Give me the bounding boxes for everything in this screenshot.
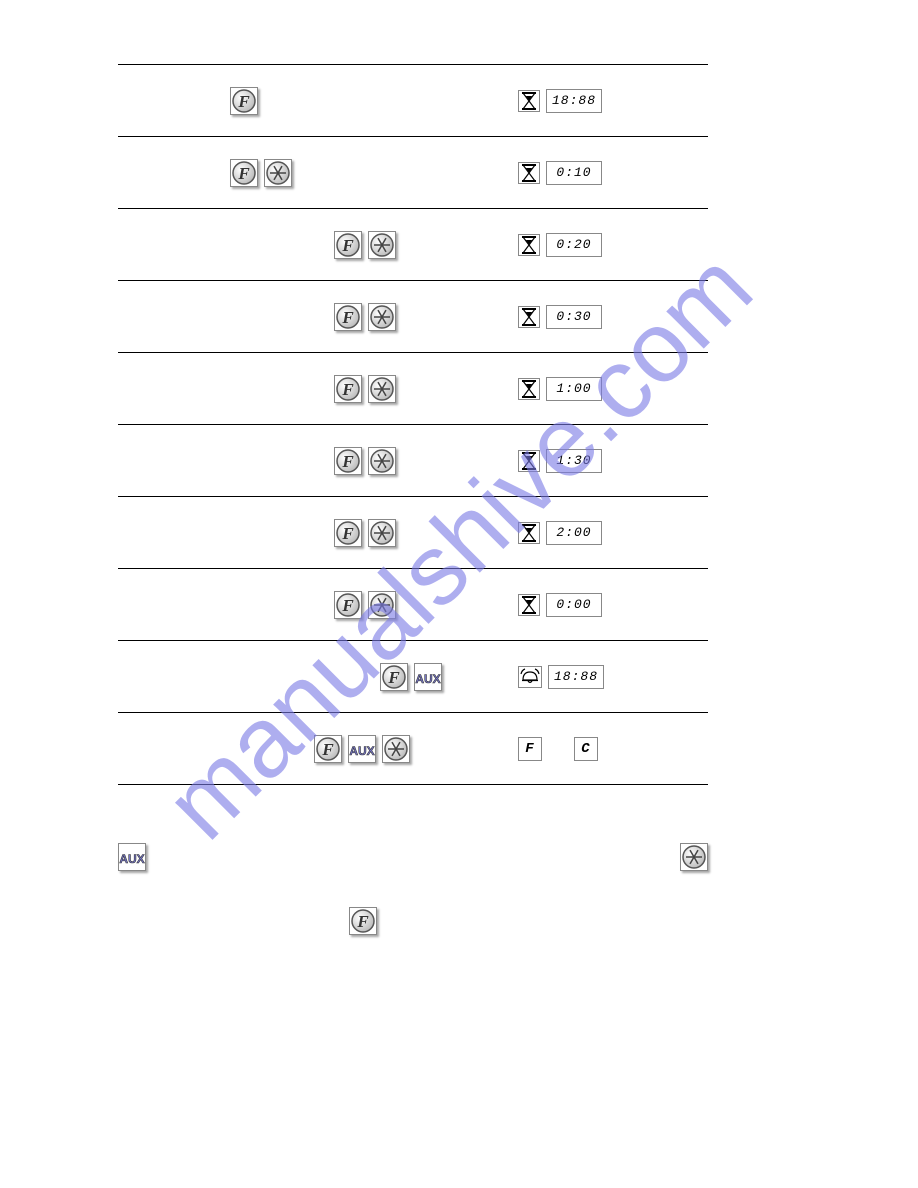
display-cell: 18:88 <box>498 641 708 713</box>
hourglass-icon <box>518 306 540 328</box>
press-cell: F <box>118 65 498 137</box>
display-char: F <box>518 737 542 761</box>
display-value: 1:30 <box>546 449 602 473</box>
table-row: F 18:88 <box>118 65 708 137</box>
press-cell: F <box>118 281 498 353</box>
f-icon: F <box>334 519 362 547</box>
display-value: 18:88 <box>546 89 602 113</box>
f-icon: F <box>380 663 408 691</box>
hourglass-icon <box>518 522 540 544</box>
svg-text:F: F <box>321 740 334 759</box>
settings-table: F 18:88 F 0:10 F 0:20 F 0:30 F 1:00 F 1:30 F 2:00 F 0:0… <box>118 64 708 785</box>
press-cell: F <box>118 353 498 425</box>
table-row: F 2:00 <box>118 497 708 569</box>
bell-icon <box>518 666 542 688</box>
press-cell: F <box>118 425 498 497</box>
snowflake-icon <box>368 519 396 547</box>
svg-text:F: F <box>341 524 354 543</box>
table-row: F 0:30 <box>118 281 708 353</box>
svg-text:F: F <box>356 912 369 931</box>
snowflake-icon <box>680 843 708 871</box>
svg-text:F: F <box>237 92 250 111</box>
display-value: 0:00 <box>546 593 602 617</box>
display-cell: 0:30 <box>498 281 708 353</box>
f-icon: F <box>314 735 342 763</box>
after-text-block: AUX F <box>118 843 708 935</box>
press-cell: F <box>118 209 498 281</box>
svg-text:F: F <box>341 452 354 471</box>
page-content: F 18:88 F 0:10 F 0:20 F 0:30 F 1:00 F 1:30 F 2:00 F 0:0… <box>0 0 918 935</box>
snowflake-icon <box>264 159 292 187</box>
hourglass-icon <box>518 594 540 616</box>
display-value: 0:30 <box>546 305 602 329</box>
display-cell: FC <box>498 713 708 785</box>
hourglass-icon <box>518 378 540 400</box>
aux-icon: AUX <box>348 735 376 763</box>
svg-text:F: F <box>341 236 354 255</box>
display-value: 18:88 <box>548 665 604 689</box>
snowflake-icon <box>368 231 396 259</box>
f-icon: F <box>230 159 258 187</box>
f-icon: F <box>334 231 362 259</box>
display-char: C <box>574 737 598 761</box>
display-cell: 0:10 <box>498 137 708 209</box>
svg-text:AUX: AUX <box>349 744 374 758</box>
snowflake-icon <box>382 735 410 763</box>
aux-icon: AUX <box>118 843 146 871</box>
display-value: 1:00 <box>546 377 602 401</box>
hourglass-icon <box>518 90 540 112</box>
hourglass-icon <box>518 162 540 184</box>
f-icon: F <box>334 447 362 475</box>
display-cell: 0:00 <box>498 569 708 641</box>
hourglass-icon <box>518 450 540 472</box>
svg-text:F: F <box>237 164 250 183</box>
svg-text:AUX: AUX <box>119 852 144 866</box>
press-cell: F AUX <box>118 641 498 713</box>
display-cell: 0:20 <box>498 209 708 281</box>
snowflake-icon <box>368 375 396 403</box>
press-cell: F <box>118 497 498 569</box>
f-icon: F <box>230 87 258 115</box>
svg-text:F: F <box>387 668 400 687</box>
display-cell: 1:30 <box>498 425 708 497</box>
press-cell: F <box>118 569 498 641</box>
press-cell: F AUX <box>118 713 498 785</box>
table-row: F 1:00 <box>118 353 708 425</box>
display-cell: 1:00 <box>498 353 708 425</box>
svg-text:F: F <box>341 380 354 399</box>
table-row: F 0:20 <box>118 209 708 281</box>
display-cell: 18:88 <box>498 65 708 137</box>
f-icon: F <box>334 591 362 619</box>
table-row: FAUXFC <box>118 713 708 785</box>
svg-text:F: F <box>341 308 354 327</box>
display-value: 2:00 <box>546 521 602 545</box>
f-icon: F <box>334 303 362 331</box>
snowflake-icon <box>368 303 396 331</box>
snowflake-icon <box>368 447 396 475</box>
snowflake-icon <box>368 591 396 619</box>
table-row: F 0:00 <box>118 569 708 641</box>
svg-text:AUX: AUX <box>415 672 440 686</box>
svg-text:F: F <box>341 596 354 615</box>
hourglass-icon <box>518 234 540 256</box>
table-row: F 1:30 <box>118 425 708 497</box>
display-value: 0:20 <box>546 233 602 257</box>
table-row: F 0:10 <box>118 137 708 209</box>
display-value: 0:10 <box>546 161 602 185</box>
press-cell: F <box>118 137 498 209</box>
aux-icon: AUX <box>414 663 442 691</box>
display-cell: 2:00 <box>498 497 708 569</box>
f-icon: F <box>334 375 362 403</box>
f-icon: F <box>349 907 377 935</box>
table-row: F AUX 18:88 <box>118 641 708 713</box>
